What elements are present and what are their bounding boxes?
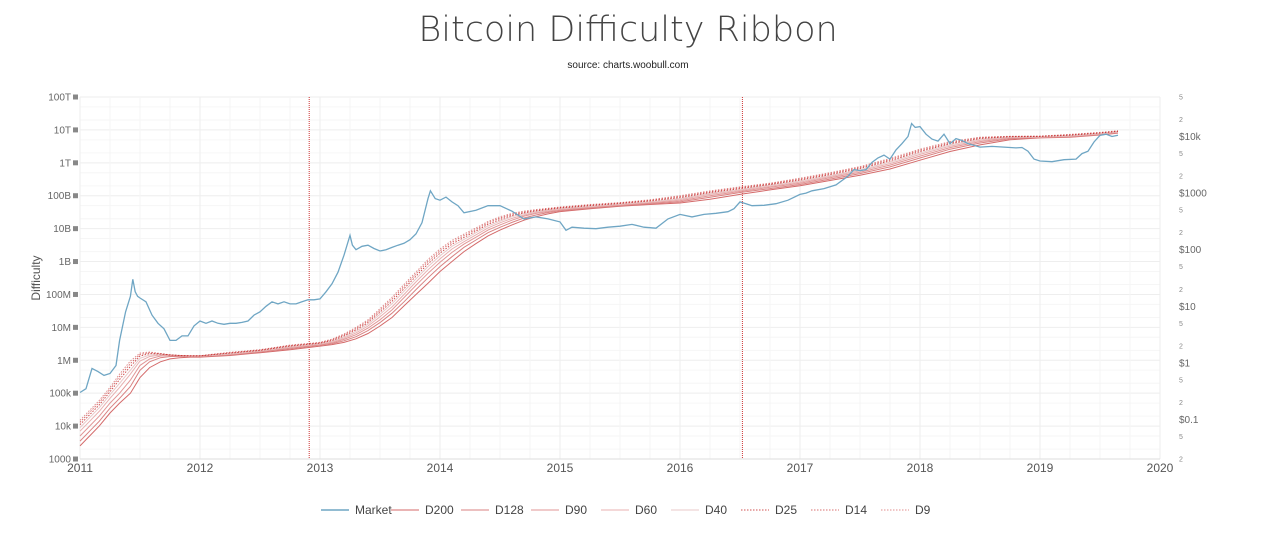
y-right-minor-tick-label: 5 [1179,434,1183,441]
legend-label: D9 [915,503,931,517]
x-tick-label: 2015 [547,461,574,475]
y-tick-mark [73,357,78,363]
chart-subtitle: source: charts.woobull.com [567,60,688,71]
legend-label: D14 [845,503,867,517]
y-tick-label: 10T [54,125,71,136]
y-tick-mark [73,456,78,462]
legend-label: D90 [565,503,587,517]
series-line-market [79,122,1119,394]
y-right-minor-tick-label: 2 [1179,457,1183,464]
legend: Market D200 D128 D90 D60 D40 D25 D14 D9 [321,503,931,517]
y-tick-label: 10k [55,422,72,433]
y-tick-mark [73,423,78,429]
x-tick-label: 2017 [787,461,814,475]
legend-item-d200: D200 [391,503,454,517]
y-right-minor-tick-label: 5 [1179,377,1183,384]
legend-label: D40 [705,503,727,517]
legend-item-market: Market [321,503,392,517]
y-tick-mark [73,226,78,232]
y-tick-label: 100T [48,93,71,104]
halving-layer [308,97,743,459]
y-axis-label: Difficulty [29,255,43,300]
y-right-minor-tick-label: 5 [1179,321,1183,328]
y-right-minor-tick-label: 5 [1179,151,1183,158]
x-tick-label: 2014 [427,461,454,475]
series-line-d60 [79,131,1119,432]
y-tick-label: 1B [59,257,72,268]
legend-label: D60 [635,503,657,517]
y-tick-mark [73,94,78,100]
y-tick-label: 1000 [49,455,72,466]
legend-item-d9: D9 [881,503,931,517]
y-right-minor-tick-label: 2 [1179,230,1183,237]
y-right-tick-label: $10k [1179,132,1202,143]
x-tick-label: 2016 [667,461,694,475]
legend-item-d40: D40 [671,503,727,517]
y-right-minor-tick-label: 2 [1179,117,1183,124]
y-tick-label: 100k [49,389,72,400]
legend-label: Market [355,503,392,517]
x-tick-label: 2012 [187,461,214,475]
legend-label: D25 [775,503,797,517]
y-right-minor-tick-label: 2 [1179,287,1183,294]
y-tick-label: 100B [48,191,72,202]
series-line-d25 [79,130,1119,426]
legend-label: D128 [495,503,524,517]
legend-item-d14: D14 [811,503,867,517]
y-tick-label: 10B [53,224,71,235]
y-tick-mark [73,193,78,199]
x-tick-label: 2018 [907,461,934,475]
y-tick-mark [73,127,78,133]
legend-item-d90: D90 [531,503,587,517]
x-tick-label: 2011 [67,461,93,475]
y-right-minor-tick-label: 2 [1179,174,1183,181]
legend-label: D200 [425,503,454,517]
chart-title: Bitcoin Difficulty Ribbon [418,10,837,50]
y-right-minor-tick-label: 5 [1179,208,1183,215]
x-tick-label: 2019 [1027,461,1054,475]
y-tick-mark [73,390,78,396]
y-tick-label: 10M [52,323,71,334]
legend-item-d128: D128 [461,503,524,517]
legend-item-d60: D60 [601,503,657,517]
y-right-tick-label: $1 [1179,358,1191,369]
x-tick-label: 2020 [1147,461,1174,475]
y-tick-mark [73,324,78,330]
legend-item-d25: D25 [741,503,797,517]
y-right-tick-label: $100 [1179,245,1202,256]
axis-layer: 1000 10k 100k 1M 10M 100M 1B 10B 100B 1T 10T 100T 20… [46,93,1207,476]
y-tick-label: 100M [46,290,71,301]
y-right-minor-tick-label: 2 [1179,400,1183,407]
series-line-d128 [79,132,1119,442]
series-line-d200 [79,132,1119,447]
y-right-tick-label: $0.1 [1179,415,1199,426]
series-line-d9 [79,130,1119,421]
y-tick-label: 1T [59,158,71,169]
series-line-d14 [79,130,1119,423]
grid-layer [79,96,1161,460]
y-tick-label: 1M [57,356,71,367]
y-right-tick-label: $1000 [1179,189,1207,200]
y-right-minor-tick-label: 2 [1179,343,1183,350]
x-tick-label: 2013 [307,461,334,475]
y-tick-mark [73,259,78,265]
series-layer [79,122,1119,447]
y-right-minor-tick-label: 5 [1179,264,1183,271]
y-tick-mark [73,160,78,166]
y-right-minor-tick-label: 5 [1179,95,1183,102]
y-right-tick-label: $10 [1179,302,1196,313]
y-tick-mark [73,291,78,297]
